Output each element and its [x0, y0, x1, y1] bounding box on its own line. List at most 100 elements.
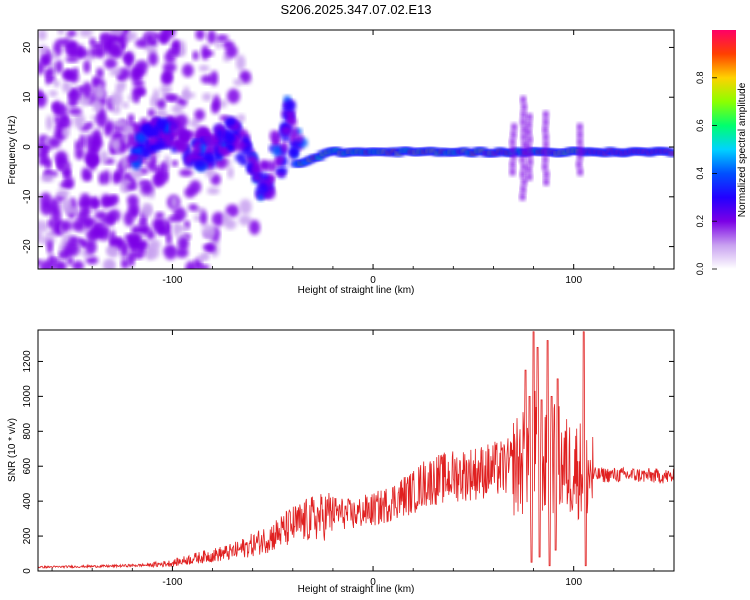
spectrogram-track-cell: [206, 137, 216, 148]
spectrogram-noise-cell: [175, 247, 189, 258]
spectrogram-track-cell: [288, 132, 298, 144]
spectrogram-noise-cell: [51, 207, 62, 224]
spectrogram-track-cell: [295, 134, 304, 143]
spectrogram-noise-cell: [160, 83, 172, 96]
spectrogram-noise-cell: [104, 58, 118, 70]
spectrogram-noise-cell: [95, 89, 105, 99]
spectrogram-noise-cell: [115, 82, 123, 96]
spectrogram-track-cell: [233, 140, 246, 152]
spectrogram-noise-cell: [150, 95, 158, 109]
spectrogram-noise-cell: [95, 112, 108, 128]
spectrogram-track-cell: [214, 152, 222, 162]
spectrogram-noise-cell: [61, 80, 72, 93]
spectrogram-noise-cell: [68, 87, 80, 104]
spectrogram-noise-cell: [121, 155, 129, 169]
spectrogram-smear-cell: [526, 135, 533, 144]
spectrogram-noise-cell: [145, 33, 154, 44]
spectrogram-noise-cell: [192, 50, 199, 61]
spectrogram-noise-cell: [168, 94, 180, 102]
spectrogram-noise-cell: [171, 104, 184, 114]
spectrogram-noise-cell: [156, 99, 166, 109]
spectrogram-tone-core: [668, 151, 674, 155]
spectrogram-noise-cell: [237, 114, 246, 123]
spectrogram-noise-cell: [123, 210, 135, 227]
snr-x-label: Height of straight line (km): [298, 584, 415, 595]
spectrogram-smear-cell: [509, 145, 516, 154]
snr-y-label: SNR (10 * v/v): [7, 418, 18, 482]
spectrogram-noise-cell: [92, 75, 99, 86]
spectrogram-noise-cell: [67, 30, 77, 37]
spectrogram-noise-cell: [85, 219, 92, 230]
spectrogram-noise-cell: [195, 30, 205, 41]
spectrogram-smear-cell: [521, 147, 528, 156]
spectrogram-track-cell: [193, 145, 202, 156]
snr-x-tick-label: -100: [162, 577, 182, 588]
spectrogram-track-cell: [268, 174, 275, 184]
spectrogram-noise-cell: [71, 219, 85, 232]
spectrogram-noise-cell: [57, 162, 67, 170]
spectrogram-noise-cell: [239, 70, 251, 83]
spectrogram-noise-cell: [56, 38, 70, 46]
spectrogram-noise-cell: [189, 180, 202, 194]
spectrogram-noise-cell: [215, 39, 222, 50]
spectrogram-noise-cell: [38, 230, 43, 244]
spectrogram-smear-cell: [511, 123, 518, 132]
spectrogram-noise-cell: [175, 225, 189, 232]
spectrogram-smear-cell: [520, 110, 527, 119]
spectrogram-track-cell: [272, 145, 282, 157]
snr-series-line: [38, 331, 674, 570]
spectrogram-noise-cell: [197, 253, 209, 262]
spectrogram-smear-cell: [543, 177, 550, 186]
spectrogram-noise-cell: [141, 202, 153, 218]
spectrogram-smear-cell: [519, 192, 526, 201]
spectrogram-noise-cell: [109, 68, 122, 77]
spectrogram-track-cell: [246, 162, 254, 170]
spectrogram-smear-cell: [526, 150, 533, 159]
spectrogram-noise-cell: [45, 115, 53, 131]
spectrogram-track-cell: [286, 114, 295, 126]
spectrogram-smear-cell: [576, 130, 583, 139]
spectrogram-track-cell: [151, 116, 160, 124]
colorbar-tick-label: 0.6: [695, 119, 705, 132]
spectrogram-noise-cell: [110, 47, 123, 58]
spectrogram-track-cell: [129, 139, 139, 148]
spectrogram-noise-cell: [162, 62, 177, 73]
spectrogram-noise-cell: [178, 237, 189, 251]
spectrogram-noise-cell: [225, 204, 240, 218]
spectrogram-noise-cell: [66, 256, 74, 266]
spectrogram-noise-cell: [140, 224, 151, 235]
spectrogram-noise-cell: [215, 34, 229, 42]
spectrogram-noise-cell: [106, 119, 113, 132]
spectrogram-x-tick-label: -100: [162, 275, 182, 286]
spectrogram-noise-cell: [56, 188, 70, 198]
spectrogram-noise-cell: [90, 47, 103, 58]
spectrogram-smear-cell: [509, 160, 516, 169]
spectrogram-noise-cell: [88, 157, 97, 172]
spectrogram-noise-cell: [96, 67, 104, 79]
spectrogram-noise-cell: [64, 41, 79, 57]
spectrogram-noise-cell: [83, 59, 91, 74]
spectrogram-smear-cell: [576, 152, 583, 161]
spectrogram-noise-cell: [207, 30, 217, 44]
spectrogram-noise-cell: [179, 169, 193, 177]
spectrogram-noise-cell: [61, 113, 68, 123]
spectrogram-frame: [37, 29, 675, 270]
spectrogram-noise-cell: [39, 148, 49, 163]
spectrogram-noise-cell: [235, 54, 246, 71]
spectrogram-track-cell: [235, 152, 246, 163]
spectrogram-noise-cell: [161, 30, 176, 39]
spectrogram-smear-cell: [576, 138, 583, 147]
spectrogram-noise-cell: [154, 170, 167, 186]
spectrogram-noise-cell: [185, 260, 197, 269]
spectrogram-noise-cell: [48, 90, 58, 97]
spectrogram-track-cell: [147, 136, 159, 144]
colorbar-tick-label: 0.8: [695, 72, 705, 85]
spectrogram-noise-cell: [85, 256, 99, 265]
spectrogram-noise-cell: [196, 264, 210, 269]
spectrogram-track-cell: [224, 128, 235, 141]
spectrogram-noise-cell: [53, 79, 60, 88]
spectrogram-noise-cell: [38, 44, 49, 56]
colorbar-ticks: 0.0 0.2 0.4 0.6 0.8: [695, 72, 717, 275]
spectrogram-smear-cell: [519, 170, 526, 179]
spectrogram-noise-cell: [112, 105, 121, 115]
